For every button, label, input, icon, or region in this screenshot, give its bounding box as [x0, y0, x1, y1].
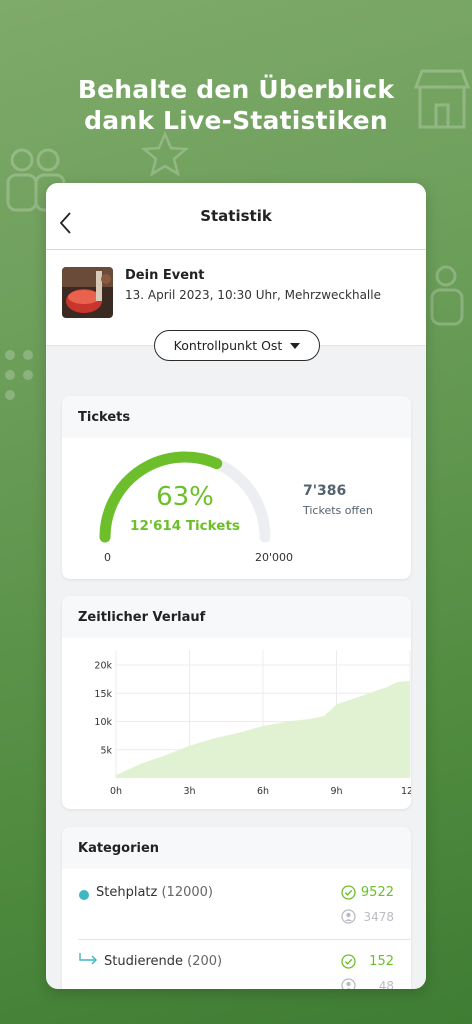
x-tick-label: 9h [330, 786, 342, 797]
y-tick-label: 5k [100, 745, 112, 756]
category-row-studierende[interactable]: Studierende (200) 152 48 [62, 940, 411, 989]
arrow-right-icon [79, 953, 97, 965]
category-name: Stehplatz (12000) [96, 885, 213, 900]
tickets-gauge [99, 451, 271, 543]
navigation-bar: Statistik [46, 183, 426, 250]
gauge-min-label: 0 [104, 551, 111, 564]
tickets-open-label: Tickets offen [303, 504, 373, 517]
checkpoint-selector-label: Kontrollpunkt Ost [173, 338, 283, 353]
category-open-count: 48 [378, 979, 394, 989]
category-dot-marker [79, 890, 89, 900]
tickets-scanned-count: 12'614 Tickets [130, 518, 240, 534]
person-circle-icon [341, 909, 356, 924]
x-tick-label: 12h [401, 786, 411, 797]
headline-line-2: dank Live-Statistiken [84, 106, 388, 135]
event-thumbnail [62, 267, 113, 318]
timeline-chart: 0h 3h 6h 9h 12h 5k 10k 15k 20k [94, 650, 411, 797]
x-tick-label: 3h [183, 786, 195, 797]
event-header: Dein Event 13. April 2023, 10:30 Uhr, Me… [46, 250, 426, 346]
background-doodle-dots-icon [5, 350, 33, 400]
event-date: 13. April 2023, 10:30 Uhr, Mehrzweckhall… [125, 288, 381, 302]
phone-screen: Statistik Dein Event 13. April 2023, 10:… [46, 183, 426, 989]
check-circle-icon [341, 954, 356, 969]
y-tick-label: 15k [94, 689, 112, 700]
category-row-stehplatz[interactable]: Stehplatz (12000) 9522 3478 [62, 869, 411, 939]
category-checked-in-count: 9522 [360, 885, 394, 900]
person-circle-icon [341, 978, 356, 989]
background-doodle-people-icon-right [430, 265, 464, 326]
check-circle-icon [341, 885, 356, 900]
gauge-max-label: 20'000 [255, 551, 294, 564]
categories-card: Kategorien Stehplatz (12000) 9522 3478 S… [62, 827, 411, 989]
area-series [116, 680, 410, 778]
background-doodle-shop-icon [413, 69, 471, 129]
x-tick-label: 6h [257, 786, 269, 797]
tickets-percent: 63% [156, 482, 214, 512]
page-title: Statistik [200, 207, 272, 225]
category-name: Studierende (200) [104, 954, 223, 969]
x-tick-label: 0h [110, 786, 122, 797]
categories-card-title: Kategorien [62, 827, 411, 869]
gauge-fill [99, 451, 223, 543]
event-name: Dein Event [125, 268, 205, 283]
checkpoint-selector[interactable]: Kontrollpunkt Ost [154, 330, 320, 361]
background-doodle-star-icon [140, 130, 190, 177]
headline-line-1: Behalte den Überblick [77, 75, 395, 104]
y-tick-label: 20k [94, 661, 112, 672]
timeline-card: Zeitlicher Verlauf 0h 3h 6h 9h 12h 5k 10k 15k 20… [62, 596, 411, 809]
caret-down-icon [290, 342, 301, 349]
chevron-left-icon[interactable] [60, 212, 72, 234]
tickets-open-count: 7'386 [303, 483, 347, 499]
category-checked-in-count: 152 [369, 954, 394, 969]
category-open-count: 3478 [363, 910, 394, 924]
tickets-card: Tickets 63% 12'614 Tickets 0 20'000 7'38… [62, 396, 411, 579]
headline: Behalte den Überblick dank Live-Statisti… [0, 74, 472, 136]
timeline-card-title: Zeitlicher Verlauf [62, 596, 411, 638]
y-tick-label: 10k [94, 717, 112, 728]
category-divider [78, 939, 411, 940]
tickets-card-title: Tickets [62, 396, 411, 438]
